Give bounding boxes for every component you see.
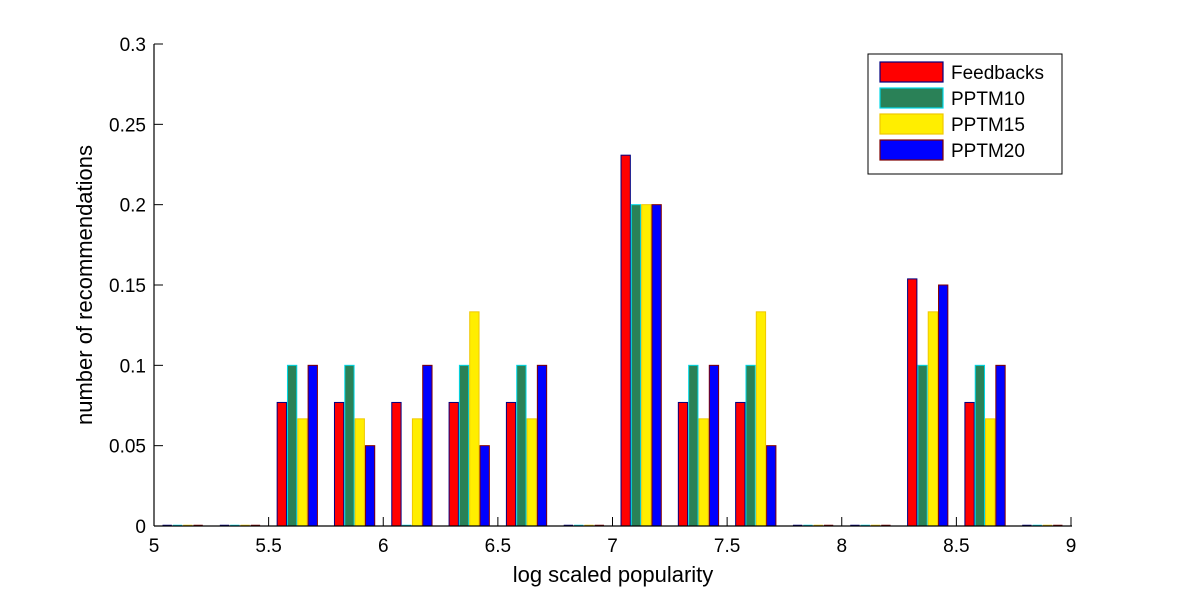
bar-pptm20-5 [479, 445, 490, 527]
bar-pptm15-10 [755, 311, 767, 527]
x-axis-label: log scaled popularity [513, 562, 714, 587]
x-tick-label: 9 [1066, 536, 1077, 557]
y-tick-label: 0.3 [120, 35, 146, 56]
legend: Feedbacks PPTM10 PPTM15 PPTM20 [867, 53, 1063, 175]
legend-swatch-pptm15 [879, 113, 944, 135]
bar-pptm15-9 [698, 418, 709, 527]
bar-pptm10-2 [286, 364, 298, 527]
bars-layer [162, 154, 1063, 527]
bar-pptm10-3 [344, 364, 355, 527]
bar-pptm20-2 [307, 364, 318, 527]
bar-pptm20-14 [995, 364, 1006, 527]
bar-pptm15-8 [641, 204, 652, 527]
x-tick-label: 8 [836, 536, 847, 557]
y-tick-label: 0.1 [120, 356, 146, 377]
bar-feedbacks-13 [907, 278, 918, 527]
x-tick-label: 5.5 [255, 536, 281, 557]
bar-pptm20-9 [708, 364, 720, 527]
bar-pptm20-10 [766, 445, 777, 527]
bar-pptm20-3 [364, 445, 376, 527]
bar-pptm10-14 [974, 364, 986, 527]
y-tick-label: 0.05 [109, 437, 146, 458]
bar-feedbacks-2 [276, 401, 287, 527]
bar-pptm15-6 [526, 418, 537, 527]
bar-feedbacks-10 [735, 401, 746, 527]
y-axis-label: number of recommendations [72, 145, 97, 425]
x-tick-label: 6.5 [485, 536, 511, 557]
bar-pptm10-5 [458, 364, 470, 527]
y-ticks: 0 0.05 0.1 0.15 0.2 0.25 0.3 [109, 35, 163, 538]
legend-swatch-pptm10 [879, 87, 944, 109]
x-tick-label: 7.5 [714, 536, 740, 557]
bar-feedbacks-8 [620, 154, 631, 527]
bar-pptm10-10 [745, 364, 756, 527]
bar-feedbacks-6 [505, 401, 517, 527]
legend-label-pptm20: PPTM20 [951, 141, 1025, 162]
x-tick-label: 8.5 [943, 536, 969, 557]
x-tick-label: 6 [378, 536, 389, 557]
legend-label-pptm10: PPTM10 [951, 89, 1025, 110]
bar-feedbacks-14 [964, 401, 975, 527]
x-ticks: 5 5.5 6 6.5 7 7.5 8 8.5 9 [149, 517, 1077, 557]
bar-pptm15-2 [297, 418, 308, 527]
bar-pptm15-13 [927, 311, 939, 527]
y-tick-label: 0 [135, 517, 146, 538]
y-tick-label: 0.25 [109, 115, 146, 136]
bar-pptm10-6 [516, 364, 527, 527]
x-tick-label: 5 [149, 536, 160, 557]
bar-pptm20-8 [651, 204, 662, 527]
bar-pptm20-13 [938, 284, 949, 527]
bar-pptm15-5 [469, 311, 480, 527]
legend-label-feedbacks: Feedbacks [951, 63, 1044, 84]
bar-pptm20-4 [422, 364, 433, 527]
legend-swatch-feedbacks [879, 61, 944, 83]
bar-feedbacks-3 [333, 401, 345, 527]
bar-feedbacks-4 [391, 401, 402, 527]
bar-feedbacks-9 [677, 401, 689, 527]
legend-swatch-pptm20 [879, 139, 944, 161]
bar-pptm10-9 [688, 364, 699, 527]
bar-pptm15-4 [411, 418, 423, 527]
x-tick-label: 7 [607, 536, 618, 557]
bar-pptm10-8 [630, 204, 642, 527]
bar-pptm15-3 [354, 418, 365, 527]
y-tick-label: 0.2 [120, 196, 146, 217]
bar-pptm15-14 [985, 418, 996, 527]
legend-label-pptm15: PPTM15 [951, 115, 1025, 136]
bar-pptm10-13 [917, 364, 928, 527]
y-tick-label: 0.15 [109, 276, 146, 297]
bar-pptm20-6 [536, 364, 548, 527]
bar-feedbacks-5 [448, 401, 459, 527]
